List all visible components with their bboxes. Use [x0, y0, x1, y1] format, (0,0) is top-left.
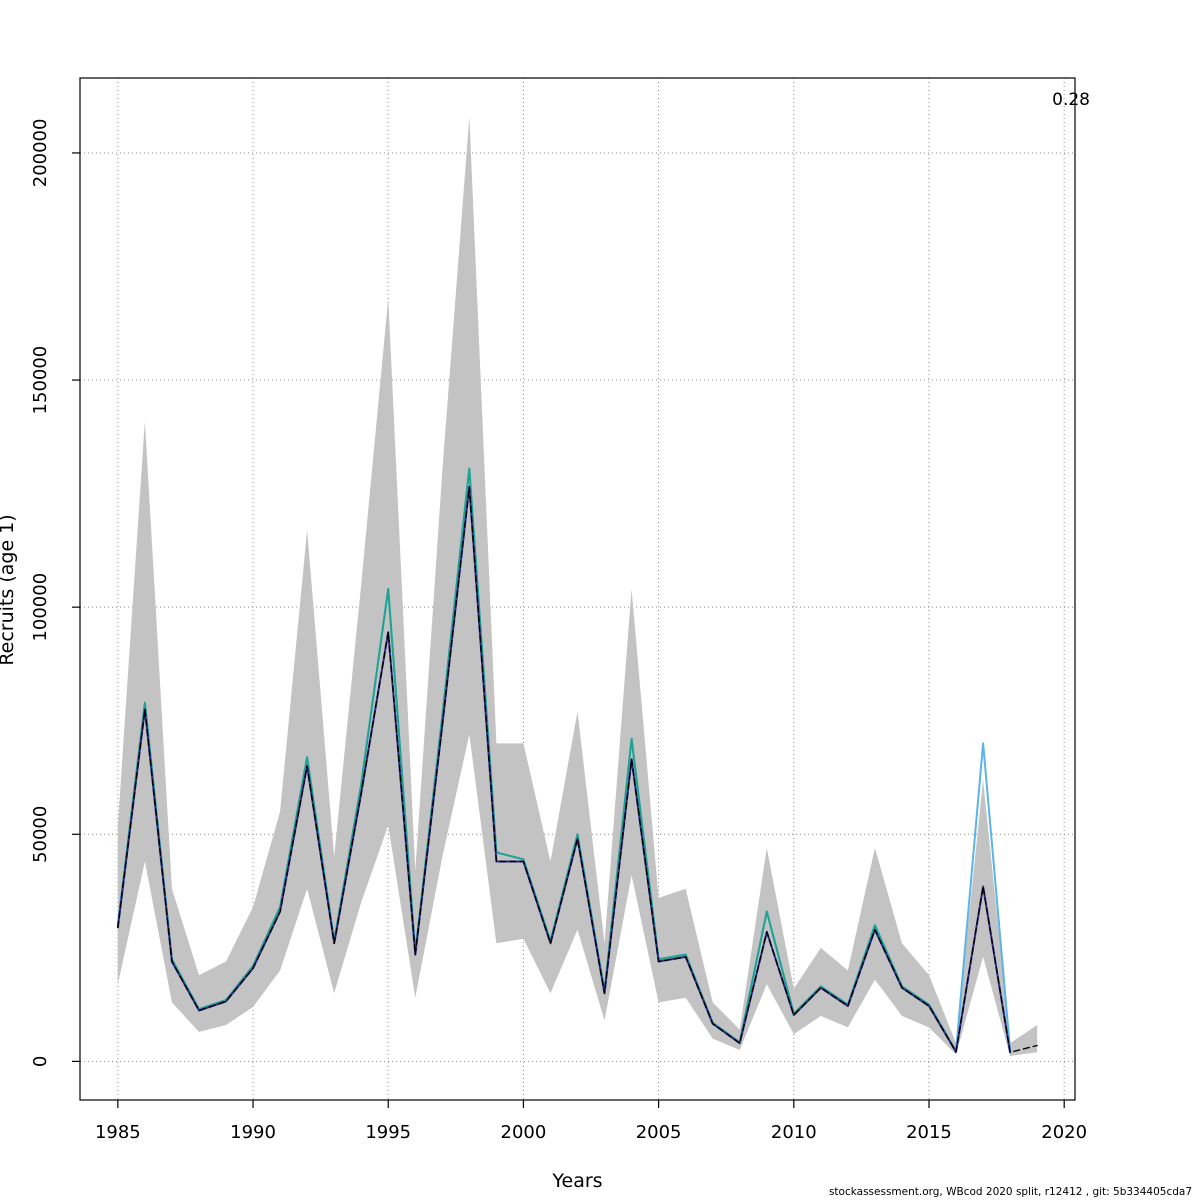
confidence-band	[117, 116, 1038, 1056]
footer-credit: stockassessment.org, WBcod 2020 split, r…	[828, 1186, 1192, 1198]
top-right-value: 0.28	[1052, 90, 1090, 110]
x-tick-label: 1995	[365, 1122, 411, 1143]
y-tick-label: 200000	[30, 119, 51, 188]
x-tick-label: 2000	[501, 1122, 547, 1143]
x-tick-label: 2010	[771, 1122, 817, 1143]
y-axis-title: Recruits (age 1)	[0, 514, 18, 666]
y-tick-label: 0	[30, 1056, 51, 1067]
x-axis-title: Years	[552, 1170, 603, 1192]
x-tick-label: 2020	[1041, 1122, 1087, 1143]
series-dashed-black-line	[117, 486, 1038, 1053]
x-tick-label: 2015	[906, 1122, 952, 1143]
x-tick-label: 2005	[636, 1122, 682, 1143]
y-tick-label: 50000	[30, 806, 51, 863]
plot-border	[79, 77, 1076, 1101]
x-tick-label: 1990	[230, 1122, 276, 1143]
x-tick-label: 1985	[95, 1122, 141, 1143]
y-tick-label: 100000	[30, 573, 51, 642]
y-tick-label: 150000	[30, 346, 51, 415]
